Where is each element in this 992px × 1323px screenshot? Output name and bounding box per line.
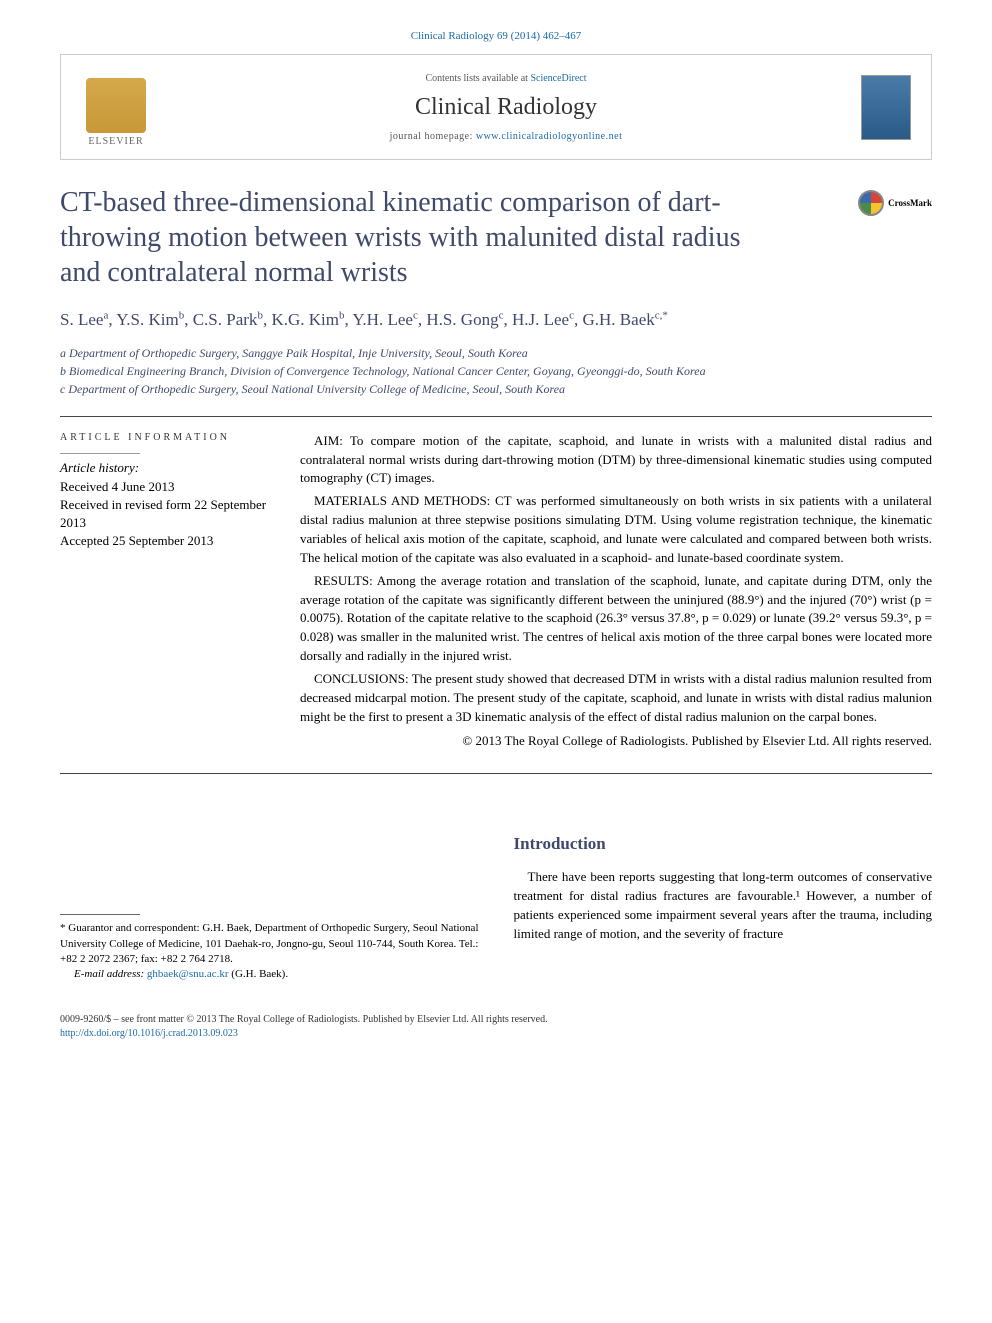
affiliation-a: a Department of Orthopedic Surgery, Sang… xyxy=(60,344,932,362)
authors-list: S. Leea, Y.S. Kimb, C.S. Parkb, K.G. Kim… xyxy=(60,308,932,332)
crossmark-badge[interactable]: CrossMark xyxy=(858,190,932,216)
sciencedirect-link[interactable]: ScienceDirect xyxy=(530,73,586,84)
received-date: Received 4 June 2013 xyxy=(60,478,270,496)
journal-homepage: journal homepage: www.clinicalradiologyo… xyxy=(151,131,861,142)
affiliation-c: c Department of Orthopedic Surgery, Seou… xyxy=(60,380,932,398)
abstract-aim: AIM: To compare motion of the capitate, … xyxy=(300,432,932,489)
footnote-column: * Guarantor and correspondent: G.H. Baek… xyxy=(60,834,479,983)
section-divider xyxy=(60,416,932,417)
abstract: AIM: To compare motion of the capitate, … xyxy=(300,432,932,756)
elsevier-label: ELSEVIER xyxy=(88,136,143,147)
abstract-methods: MATERIALS AND METHODS: CT was performed … xyxy=(300,492,932,567)
abstract-conclusions: CONCLUSIONS: The present study showed th… xyxy=(300,670,932,727)
article-title: CT-based three-dimensional kinematic com… xyxy=(60,185,780,290)
abstract-results: RESULTS: Among the average rotation and … xyxy=(300,572,932,666)
crossmark-icon xyxy=(858,190,884,216)
email-footnote: E-mail address: ghbaek@snu.ac.kr (G.H. B… xyxy=(60,967,479,982)
introduction-paragraph: There have been reports suggesting that … xyxy=(514,868,933,943)
homepage-link[interactable]: www.clinicalradiologyonline.net xyxy=(476,131,622,142)
journal-cover-thumbnail xyxy=(861,75,911,140)
article-info-heading: ARTICLE INFORMATION xyxy=(60,432,270,443)
journal-name: Clinical Radiology xyxy=(151,94,861,121)
page-footer: 0009-9260/$ – see front matter © 2013 Th… xyxy=(60,1013,932,1041)
article-information: ARTICLE INFORMATION Article history: Rec… xyxy=(60,432,270,756)
introduction-column: Introduction There have been reports sug… xyxy=(514,834,933,983)
history-label: Article history: xyxy=(60,460,270,476)
info-rule xyxy=(60,453,140,454)
contents-prefix: Contents lists available at xyxy=(425,73,530,84)
contents-available: Contents lists available at ScienceDirec… xyxy=(151,73,861,84)
elsevier-logo[interactable]: ELSEVIER xyxy=(81,67,151,147)
email-suffix: (G.H. Baek). xyxy=(229,968,289,980)
email-link[interactable]: ghbaek@snu.ac.kr xyxy=(147,968,229,980)
affiliation-b: b Biomedical Engineering Branch, Divisio… xyxy=(60,362,932,380)
elsevier-tree-icon xyxy=(86,78,146,133)
introduction-heading: Introduction xyxy=(514,834,933,854)
doi-link[interactable]: http://dx.doi.org/10.1016/j.crad.2013.09… xyxy=(60,1028,238,1039)
journal-reference: Clinical Radiology 69 (2014) 462–467 xyxy=(60,30,932,42)
front-matter-line: 0009-9260/$ – see front matter © 2013 Th… xyxy=(60,1013,932,1027)
revised-date: Received in revised form 22 September 20… xyxy=(60,496,270,532)
homepage-prefix: journal homepage: xyxy=(390,131,476,142)
journal-header: ELSEVIER Contents lists available at Sci… xyxy=(60,54,932,160)
accepted-date: Accepted 25 September 2013 xyxy=(60,532,270,550)
correspondence-footnote: * Guarantor and correspondent: G.H. Baek… xyxy=(60,921,479,967)
email-label: E-mail address: xyxy=(74,968,147,980)
affiliations: a Department of Orthopedic Surgery, Sang… xyxy=(60,344,932,398)
crossmark-label: CrossMark xyxy=(888,198,932,208)
abstract-copyright: © 2013 The Royal College of Radiologists… xyxy=(300,732,932,751)
section-divider xyxy=(60,773,932,774)
footnote-rule xyxy=(60,914,140,915)
